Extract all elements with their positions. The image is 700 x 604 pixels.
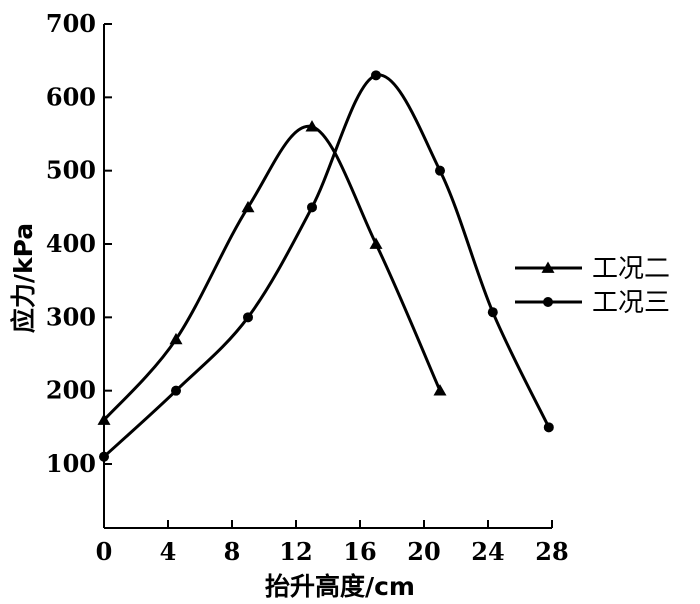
y-tick-label: 100 (46, 449, 96, 478)
x-tick-label: 12 (279, 537, 312, 566)
circle-marker (243, 312, 253, 323)
triangle-marker (97, 413, 111, 425)
y-tick-label: 300 (46, 302, 96, 331)
triangle-marker (433, 384, 447, 396)
x-axis-ticks: 0 4 8 12 16 20 24 28 (96, 520, 569, 566)
circle-marker (307, 202, 317, 213)
x-tick-label: 20 (407, 537, 440, 566)
y-tick-label: 400 (46, 229, 96, 258)
series-line (102, 73, 551, 458)
x-tick-label: 4 (160, 537, 177, 566)
series-2 (99, 70, 554, 462)
circle-marker (371, 70, 381, 81)
triangle-marker (241, 200, 255, 213)
y-tick-label: 200 (46, 376, 96, 405)
legend-label: 工况二 (592, 254, 670, 284)
circle-marker (487, 307, 498, 318)
x-tick-label: 24 (471, 537, 504, 566)
y-tick-label: 700 (46, 9, 96, 38)
triangle-marker (369, 237, 383, 249)
legend-triangle-marker (541, 261, 555, 273)
y-tick-label: 600 (46, 82, 96, 111)
x-tick-label: 16 (343, 537, 376, 566)
legend-circle-marker (543, 297, 553, 307)
circle-marker (435, 165, 445, 176)
series-1 (97, 120, 447, 425)
triangle-marker (169, 332, 183, 345)
x-axis-title: 抬升高度/cm (265, 572, 415, 601)
triangle-marker (305, 120, 319, 132)
x-tick-label: 28 (535, 537, 568, 566)
circle-marker (99, 451, 109, 462)
series-line (102, 124, 442, 422)
circle-marker (543, 422, 554, 433)
legend-label: 工况三 (592, 288, 670, 318)
axes (103, 24, 552, 529)
circle-marker (171, 385, 181, 396)
y-tick-label: 500 (46, 156, 96, 185)
series-layer (97, 70, 554, 462)
x-tick-label: 8 (224, 537, 241, 566)
y-axis-title: 应力/kPa (9, 223, 38, 333)
x-tick-label: 0 (96, 537, 113, 566)
y-axis-ticks: 100 200 300 400 500 600 700 (46, 9, 112, 478)
